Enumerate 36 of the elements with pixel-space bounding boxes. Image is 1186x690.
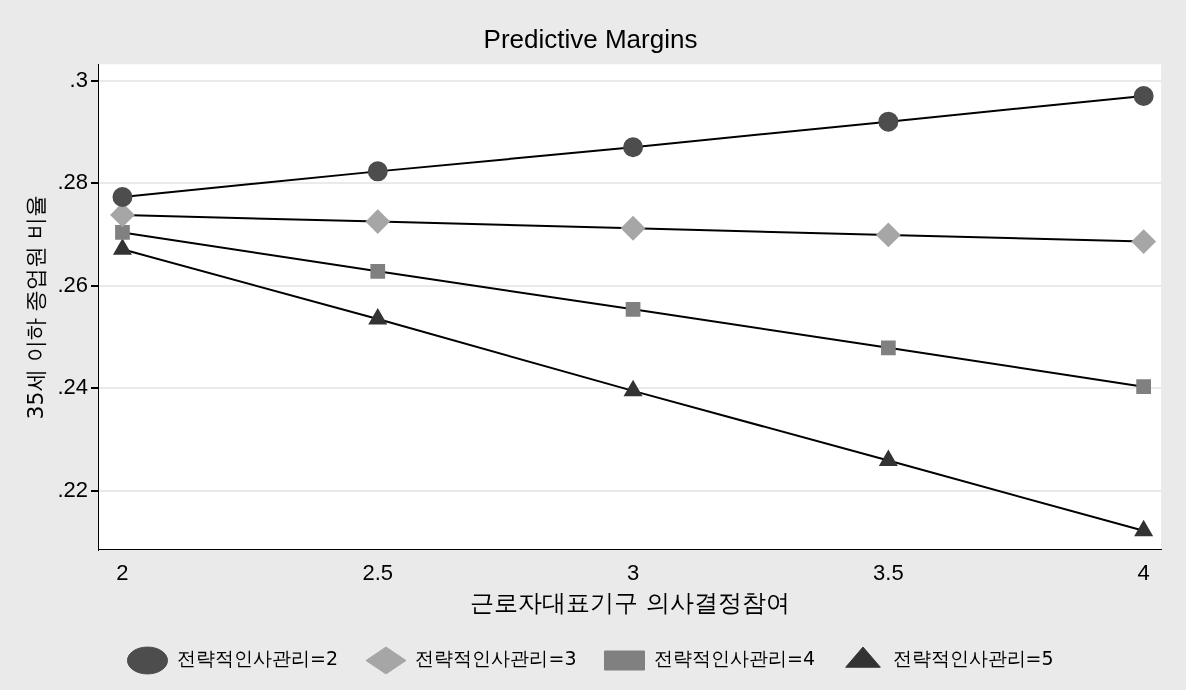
y-tick-label: .24 [57,374,88,400]
point [1136,379,1151,395]
legend-label: 전략적인사관리=4 [654,647,816,670]
point [624,380,642,397]
x-tick-label: 4 [1137,560,1150,586]
point [625,301,641,317]
point [115,225,130,240]
legend-label: 전략적인사관리=2 [176,647,338,670]
point [113,239,132,255]
point [1134,520,1153,537]
point [112,187,133,208]
point [1131,229,1156,254]
point [368,309,387,325]
point [623,137,644,158]
point [621,216,646,241]
point [878,111,899,132]
x-tick-label: 2.5 [362,560,394,586]
point [876,222,901,247]
x-tick-label: 3 [626,560,640,586]
legend-label: 전략적인사관리=3 [415,647,577,670]
y-tick-label: .26 [57,271,88,297]
point [1133,85,1154,106]
y-tick-label: .22 [57,476,88,502]
y-tick-label: .3 [69,66,88,92]
y-axis-title: 35세 이하 종업원 비율 [22,194,48,420]
x-tick-label: 2 [116,560,129,586]
point [879,450,898,467]
point [367,161,388,182]
x-axis-title: 근로자대표기구 의사결정참여 [470,588,790,617]
point [365,209,390,234]
y-tick-label: .28 [57,169,88,195]
point [370,264,386,279]
point [880,340,896,356]
x-tick-label: 3.5 [873,560,904,586]
chart-title: Predictive Margins [483,23,698,54]
legend-label: 전략적인사관리=5 [892,647,1054,670]
